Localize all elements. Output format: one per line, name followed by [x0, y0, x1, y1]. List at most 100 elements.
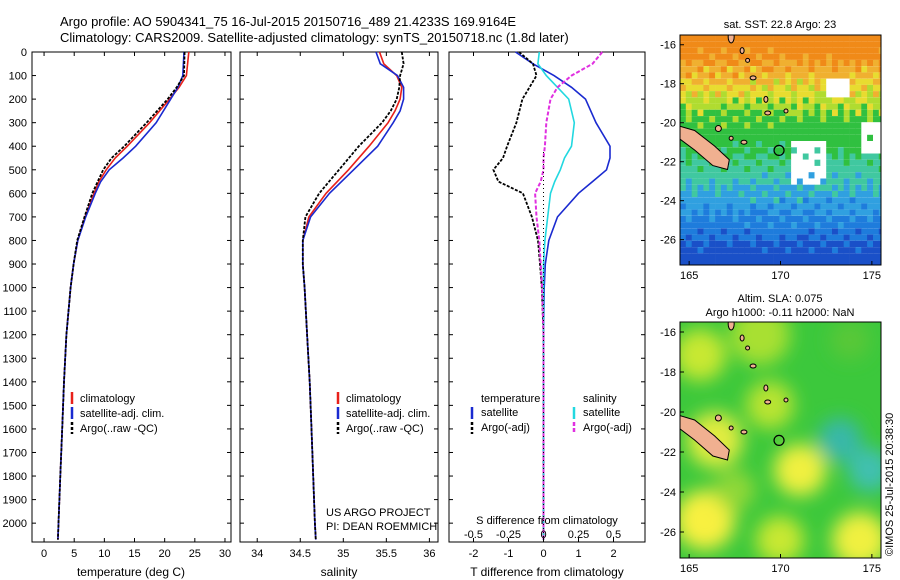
sst-cell: [720, 47, 728, 54]
sst-cell: [873, 141, 880, 148]
sst-cell: [697, 109, 704, 116]
sst-cell: [691, 184, 698, 191]
sst-cell: [855, 197, 862, 204]
sst-cell: [861, 78, 868, 85]
sst-cell: [685, 222, 692, 229]
sst-cell: [697, 222, 704, 229]
sst-map-cells: [680, 35, 881, 272]
sst-cell: [844, 266, 850, 272]
sst-cell: [691, 259, 698, 265]
sst-cell: [796, 153, 804, 160]
sst-cell: [756, 215, 763, 223]
sst-cell: [779, 259, 786, 265]
sst-cell: [779, 234, 786, 241]
sst-cell: [849, 41, 856, 48]
sst-cell: [861, 66, 868, 73]
sst-cell: [873, 172, 880, 179]
sst-cell: [785, 134, 792, 141]
sst-cell: [720, 141, 728, 148]
sst-cell: [855, 109, 862, 116]
x-tick-label: 0: [540, 548, 546, 560]
sst-cell: [802, 72, 809, 79]
sst-cell: [720, 259, 728, 265]
sst-cell: [843, 35, 850, 42]
sst-cell: [796, 78, 804, 85]
sst-cell: [738, 190, 745, 198]
sst-cell: [720, 72, 728, 79]
sst-cell: [814, 197, 821, 204]
sst-cell: [826, 134, 833, 141]
sst-cell: [814, 172, 821, 179]
land-island: [740, 139, 748, 145]
sst-cell: [796, 253, 804, 260]
sst-cell: [691, 253, 698, 260]
sst-cell: [791, 172, 798, 179]
sst-cell: [779, 153, 786, 160]
sst-cell: [720, 66, 728, 73]
sst-cell: [832, 141, 839, 148]
sst-cell: [791, 184, 798, 191]
sst-cell: [785, 147, 792, 154]
sst-cell: [756, 234, 763, 241]
sst-cell: [855, 178, 862, 185]
sst-cell: [826, 35, 833, 42]
sst-cell: [773, 197, 780, 204]
sst-cell: [802, 59, 809, 67]
sst-cell: [837, 153, 845, 160]
sst-cell: [873, 78, 880, 85]
sst-cell: [779, 41, 786, 48]
sst-cell: [732, 153, 739, 160]
sst-cell: [709, 259, 716, 265]
sst-cell: [756, 159, 763, 166]
sst-cell: [826, 128, 833, 135]
sst-cell: [709, 91, 716, 98]
sst-cell: [873, 247, 880, 254]
sst-cell: [680, 72, 687, 79]
sst-cell: [709, 47, 716, 54]
sst-cell: [785, 159, 792, 166]
sst-cell: [767, 91, 774, 98]
sst-cell: [802, 172, 809, 179]
sst-cell: [867, 78, 874, 85]
sst-cell: [732, 159, 739, 166]
sla-blobs: [680, 322, 881, 558]
sst-cell: [709, 72, 716, 79]
sst-cell: [855, 59, 862, 67]
sst-cell: [779, 78, 786, 85]
depth-tick-label: 500: [9, 165, 27, 177]
sst-cell: [756, 97, 763, 104]
sst-cell: [685, 53, 692, 60]
sst-cell: [837, 147, 845, 154]
sst-cell: [878, 247, 881, 254]
sst-cell: [685, 78, 692, 85]
sst-cell: [832, 66, 839, 73]
sst-cell: [802, 184, 809, 191]
sst-cell: [680, 103, 687, 110]
sst-cell: [878, 172, 881, 179]
sst-cell: [808, 190, 815, 198]
sst-cell: [720, 215, 728, 223]
sst-cell: [680, 172, 687, 179]
sst-cell: [837, 35, 845, 42]
sst-cell: [709, 240, 716, 247]
sst-cell: [779, 122, 786, 129]
sst-cell: [814, 209, 821, 216]
sst-cell: [849, 103, 856, 110]
sst-cell: [802, 109, 809, 116]
sst-cell: [680, 184, 687, 191]
sst-cell: [738, 215, 745, 223]
sst-cell: [726, 78, 733, 85]
sst-cell: [726, 116, 733, 123]
sst-cell: [773, 103, 780, 110]
sst-cell: [680, 35, 687, 42]
sst-cell: [826, 259, 833, 265]
sst-cell: [837, 178, 845, 185]
sst-cell: [767, 184, 774, 191]
sst-cell: [867, 47, 874, 54]
sst-cell: [843, 159, 850, 166]
sst-cell: [832, 240, 839, 247]
sst-cell: [820, 178, 827, 185]
sst-cell: [750, 190, 757, 198]
sst-cell: [726, 153, 733, 160]
sst-cell: [785, 128, 792, 135]
